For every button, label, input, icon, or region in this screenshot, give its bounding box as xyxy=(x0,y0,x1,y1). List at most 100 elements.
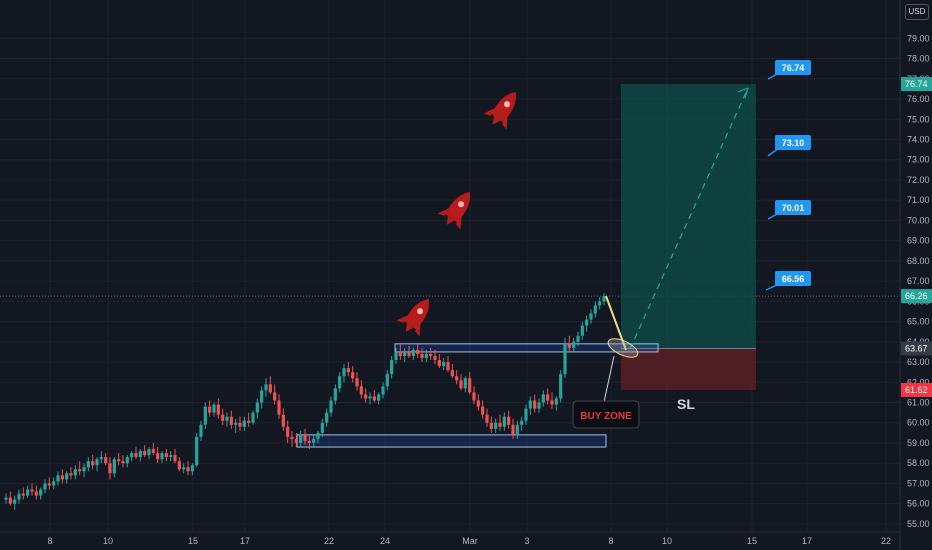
candle-body xyxy=(78,469,82,472)
price-tick-label: 60.00 xyxy=(907,418,930,428)
candle-body xyxy=(255,402,259,413)
candle-body xyxy=(247,420,251,423)
candle-body xyxy=(446,362,450,371)
candle-body xyxy=(186,467,190,472)
price-tick-label: 72.00 xyxy=(907,175,930,185)
entry-price-badge-box xyxy=(901,341,932,356)
candle-body xyxy=(173,455,177,462)
candle-body xyxy=(546,394,550,401)
rocket-fin-left xyxy=(396,314,410,323)
candle-body xyxy=(463,378,467,389)
candle-body xyxy=(73,469,77,476)
candle-body xyxy=(242,420,246,427)
candle-body xyxy=(563,343,567,375)
candle-body xyxy=(286,426,290,437)
rocket-icon xyxy=(437,191,470,230)
candle-body xyxy=(433,355,437,361)
candle-body xyxy=(368,396,372,399)
candle-body xyxy=(524,408,528,421)
profit-target-box xyxy=(621,84,756,349)
candle-body xyxy=(329,400,333,413)
rocket-fin-left xyxy=(483,107,497,116)
candle-body xyxy=(251,412,255,423)
candle-body xyxy=(216,404,220,415)
candle-body xyxy=(485,414,489,423)
candle-body xyxy=(320,422,324,433)
price-tick-label: 78.00 xyxy=(907,54,930,64)
candle-body xyxy=(398,351,402,356)
candle-body xyxy=(494,422,498,429)
buy-zone-callout-box xyxy=(572,400,640,429)
last-price-badge: 66.26 xyxy=(905,291,928,301)
candle-body xyxy=(60,475,64,480)
candle-body xyxy=(264,384,268,391)
candle-body xyxy=(351,372,355,379)
candle-body xyxy=(104,457,108,464)
target-label-text: 73.10 xyxy=(782,138,805,148)
candle-body xyxy=(537,402,541,409)
currency-badge[interactable]: USD xyxy=(905,4,929,20)
time-tick-label: 10 xyxy=(662,536,672,546)
candle-body xyxy=(316,432,320,439)
price-tick-label: 67.00 xyxy=(907,276,930,286)
candle-body xyxy=(34,491,38,496)
candle-body xyxy=(91,461,95,466)
candle-body xyxy=(359,386,363,395)
stop-loss-box xyxy=(621,348,756,390)
candle-body xyxy=(550,400,554,405)
rocket-window xyxy=(504,101,511,108)
candle-body xyxy=(169,455,173,458)
rocket-fin-right xyxy=(501,115,508,130)
candle-body xyxy=(572,341,576,348)
time-tick-label: 17 xyxy=(240,536,250,546)
time-tick-label: Mar xyxy=(462,536,478,546)
price-tick-label: 55.00 xyxy=(907,519,930,529)
time-tick-label: 8 xyxy=(47,536,52,546)
price-tick-label: 65.00 xyxy=(907,317,930,327)
candle-body xyxy=(238,422,242,427)
price-tick-label: 68.00 xyxy=(907,256,930,266)
candle-body xyxy=(459,380,463,389)
price-tick-label: 62.00 xyxy=(907,377,930,387)
price-tick-label: 61.00 xyxy=(907,398,930,408)
candle-body xyxy=(26,489,30,496)
candle-body xyxy=(69,473,73,476)
candle-body xyxy=(138,451,142,458)
candle-body xyxy=(576,335,580,342)
candle-body xyxy=(225,416,229,421)
candle-body xyxy=(134,453,138,458)
rocket-flame xyxy=(405,322,414,332)
candle-body xyxy=(30,489,34,492)
price-axis[interactable]: 79.0078.0077.0076.0075.0074.0073.0072.00… xyxy=(899,0,932,550)
candle-body xyxy=(342,368,346,377)
target-price-badge: 76.74 xyxy=(905,79,928,89)
candle-body xyxy=(294,438,298,443)
chart-drawings: BUY ZONE SL xyxy=(572,87,749,429)
time-tick-label: 15 xyxy=(747,536,757,546)
candle-body xyxy=(125,457,129,464)
time-tick-label: 8 xyxy=(608,536,613,546)
candle-body xyxy=(39,489,43,496)
time-axis[interactable]: 8 10 15 17 22 24 Mar 3 8 10 15 17 22 xyxy=(0,531,900,546)
position-boxes xyxy=(621,84,756,390)
candle-body xyxy=(559,374,563,399)
candle-body xyxy=(4,497,8,500)
candle-body xyxy=(65,473,69,480)
candle-body xyxy=(377,394,381,401)
candle-body xyxy=(424,353,428,358)
candle-body xyxy=(108,463,112,474)
candle-body xyxy=(190,465,194,472)
candle-body xyxy=(442,362,446,367)
candle-body xyxy=(303,434,307,441)
candle-body xyxy=(273,392,277,401)
candle-body xyxy=(528,400,532,409)
target-label-text: 76.74 xyxy=(782,63,805,73)
candle-body xyxy=(589,313,593,320)
candle-body xyxy=(533,400,537,409)
candle-body xyxy=(47,483,51,486)
candle-body xyxy=(182,467,186,470)
rocket-body xyxy=(491,91,516,123)
candle-body xyxy=(407,351,411,356)
